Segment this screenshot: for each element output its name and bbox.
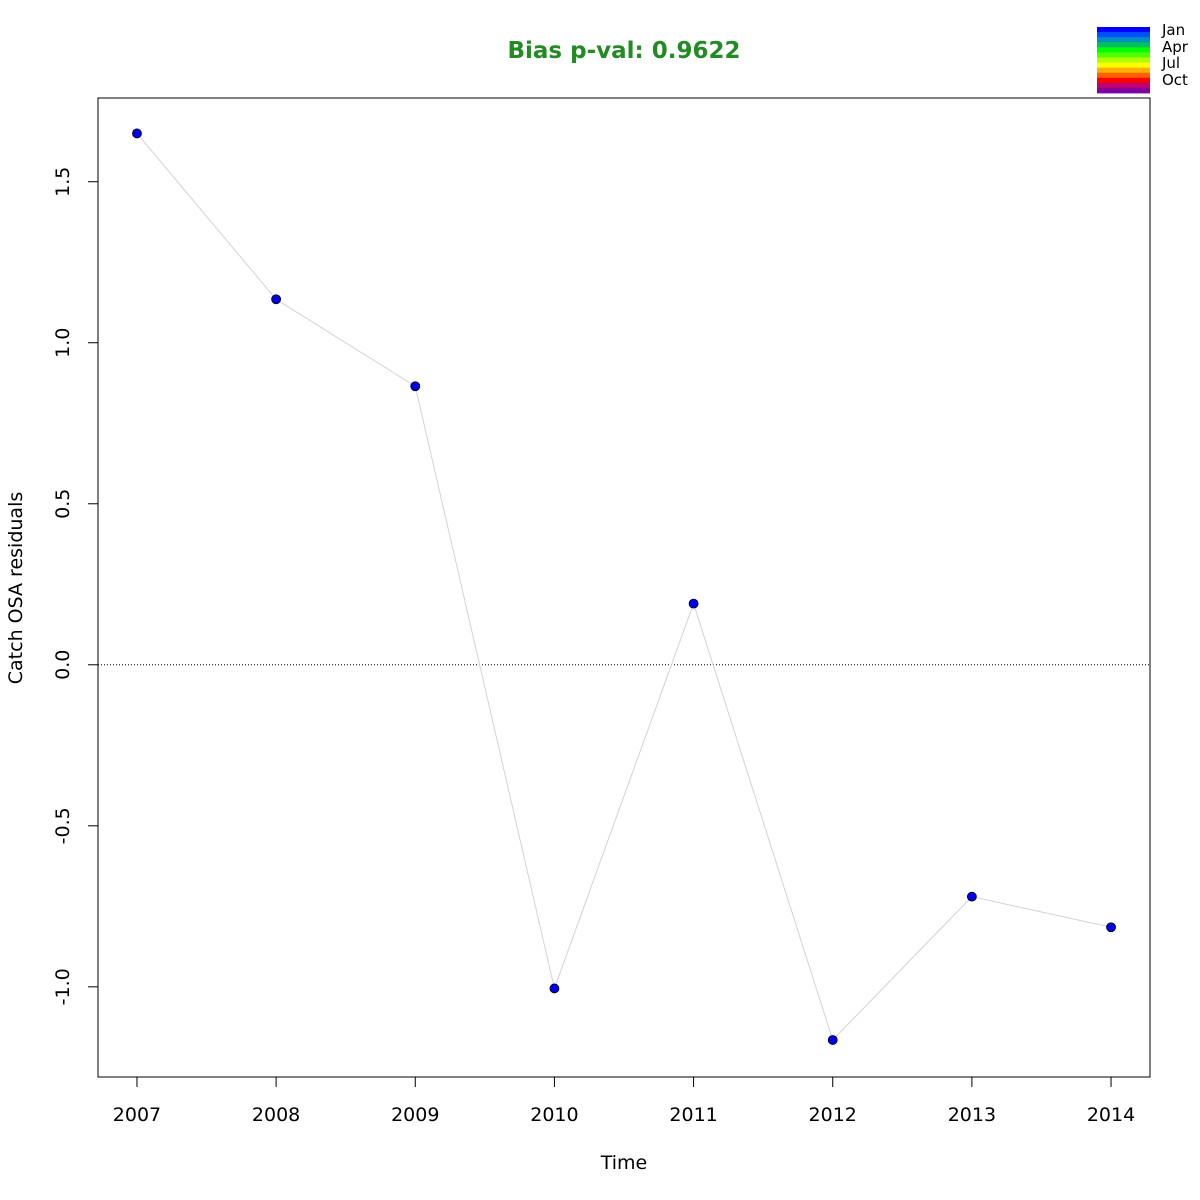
y-tick-label: 1.0	[52, 328, 74, 358]
chart-title: Bias p-val: 0.9622	[508, 38, 741, 64]
legend-swatch	[1097, 57, 1150, 63]
x-tick-label: 2008	[252, 1104, 300, 1126]
y-tick-label: -0.5	[52, 807, 74, 844]
connector-segment	[832, 896, 973, 1041]
data-point	[549, 983, 560, 994]
legend-label: Jan	[1161, 21, 1185, 39]
data-points	[132, 128, 1116, 1045]
data-point	[410, 381, 421, 392]
x-tick-label: 2009	[391, 1104, 439, 1126]
legend-label: Jul	[1161, 54, 1180, 72]
connector-segment	[971, 896, 1112, 928]
legend-swatch	[1097, 72, 1150, 79]
legend-swatch	[1097, 62, 1150, 69]
x-tick-label: 2014	[1087, 1104, 1135, 1126]
data-point	[271, 294, 282, 305]
data-point	[132, 128, 142, 139]
legend-swatch	[1097, 27, 1150, 33]
legend-label: Apr	[1162, 38, 1189, 56]
connector-segment	[414, 386, 555, 989]
x-tick-label: 2010	[530, 1104, 578, 1126]
x-axis: 2007 2008 2009 2010 2011 2012 2013 2014	[113, 1076, 1135, 1126]
data-point	[827, 1035, 838, 1045]
y-axis-title: Catch OSA residuals	[5, 492, 27, 684]
legend-swatch	[1097, 37, 1150, 43]
y-tick-label: 0.0	[52, 650, 74, 680]
y-axis: -1.0 -0.5 0.0 0.5 1.0 1.5	[52, 167, 99, 1005]
legend-swatch	[1097, 87, 1150, 94]
legend-swatch	[1097, 82, 1150, 89]
legend-color-bar	[1097, 27, 1150, 94]
data-point	[688, 598, 699, 609]
x-tick-label: 2013	[948, 1104, 996, 1126]
connector-segment	[693, 603, 834, 1041]
legend-label: Oct	[1162, 71, 1188, 89]
connector-lines	[136, 133, 1112, 1041]
y-tick-label: 1.5	[52, 167, 74, 197]
y-tick-label: 0.5	[52, 489, 74, 519]
data-point	[966, 891, 977, 902]
legend-swatch	[1097, 52, 1150, 58]
legend-swatch	[1097, 77, 1150, 84]
connector-segment	[275, 298, 416, 387]
connector-segment	[136, 133, 277, 300]
connector-segment	[553, 603, 695, 989]
y-tick-label: -1.0	[52, 968, 74, 1005]
data-point	[1106, 922, 1116, 933]
legend-swatch	[1097, 47, 1150, 53]
x-axis-title: Time	[600, 1152, 648, 1174]
legend-swatch	[1097, 42, 1150, 48]
x-tick-label: 2011	[669, 1104, 717, 1126]
x-tick-label: 2012	[809, 1104, 857, 1126]
legend-swatch	[1097, 67, 1150, 74]
legend-swatch	[1097, 32, 1150, 38]
plot-frame	[97, 97, 1151, 1078]
x-tick-label: 2007	[113, 1104, 161, 1126]
